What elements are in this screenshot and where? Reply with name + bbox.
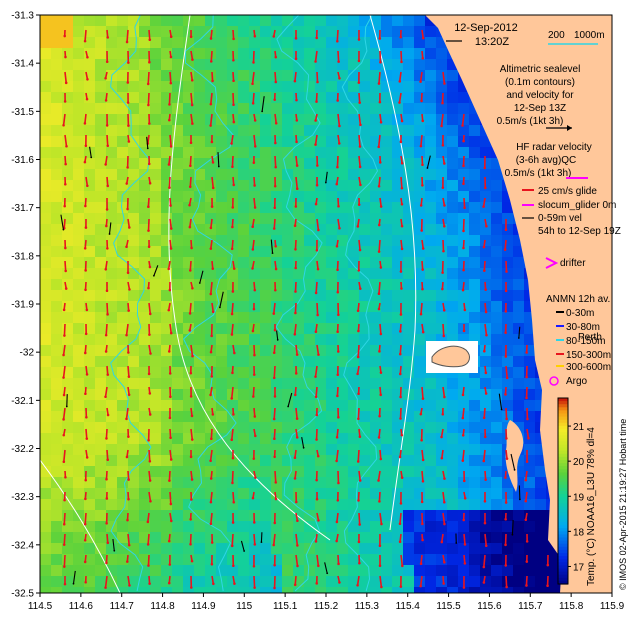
legend-hf-line: HF radar velocity <box>516 142 592 153</box>
legend-altimetric-line: (0.1m contours) <box>505 77 575 88</box>
legend-anmn: ANMN 12h av. 0-30m 30-80m 80-150m 150-30… <box>546 294 611 373</box>
map-time: 13:20Z <box>475 36 510 48</box>
y-tick-label: -31.9 <box>11 300 34 311</box>
y-tick-label: -31.4 <box>11 59 34 70</box>
y-tick-label: -31.7 <box>11 203 34 214</box>
cockburn-inlet <box>505 420 524 492</box>
argo-marker <box>549 376 559 386</box>
y-tick-label: -32.4 <box>11 540 34 551</box>
x-tick-label: 114.6 <box>69 601 94 612</box>
y-tick-label: -32.5 <box>11 589 34 600</box>
y-tick-label: -31.5 <box>11 107 34 118</box>
colorbar-label: Temp. (°C) NOAA16_L3U 78% dl=4 <box>586 427 597 586</box>
legend-glider-line: 0-59m vel <box>538 213 582 224</box>
legend-drifter: drifter <box>545 257 586 269</box>
scale-label: 200 <box>548 30 565 41</box>
axes: 114.5 114.6 114.7 114.8 114.9 115 115.1 115.2 11… <box>11 11 624 613</box>
y-tick-label: -32.3 <box>11 492 34 503</box>
legend-glider-line: 54h to 12-Sep 19Z <box>538 226 621 237</box>
legend-argo: Argo <box>549 376 588 387</box>
x-tick-label: 115.2 <box>314 601 339 612</box>
y-tick-label: -32.2 <box>11 444 34 455</box>
y-tick-label: -31.8 <box>11 251 34 262</box>
drifter-icon <box>545 257 559 269</box>
anmn-depth-label: 300-600m <box>566 362 611 373</box>
legend-altimetric-line: 0.5m/s (1kt 3h) <box>497 116 564 127</box>
legend-hf-radar: HF radar velocity (3-6h avg)QC 0.5m/s (1… <box>505 142 592 179</box>
y-tick-label: -31.6 <box>11 155 34 166</box>
x-tick-label: 115.1 <box>273 601 298 612</box>
velocity-arrows <box>60 29 550 590</box>
anmn-depth-label: 150-300m <box>566 350 611 361</box>
temperature-colorbar: 17 18 19 20 21 <box>557 397 585 585</box>
rottnest-island <box>431 345 470 368</box>
x-tick-label: 115.7 <box>518 601 543 612</box>
legend-hf-line: (3-6h avg)QC <box>516 155 577 166</box>
x-tick-label: 115.8 <box>559 601 584 612</box>
legend-altimetric-line: Altimetric sealevel <box>500 64 581 75</box>
legend-glider-line: 25 cm/s glide <box>538 186 597 197</box>
colorbar-tick-label: 20 <box>573 457 585 468</box>
x-tick-label: 115.9 <box>600 601 625 612</box>
x-tick-label: 115.6 <box>477 601 502 612</box>
legend-altimetric: Altimetric sealevel (0.1m contours) and … <box>497 64 581 131</box>
legend-glider-line: slocum_glider 0m <box>538 200 616 211</box>
colorbar-tick-label: 17 <box>573 562 585 573</box>
colorbar-tick-label: 19 <box>573 492 585 503</box>
x-tick-label: 114.9 <box>191 601 216 612</box>
legend-altimetric-arrow-head <box>567 125 572 131</box>
y-tick-label: -32.1 <box>11 396 34 407</box>
place-label-perth: Perth <box>578 332 602 343</box>
bathymetry-contours <box>110 15 379 592</box>
x-tick-label: 114.8 <box>150 601 175 612</box>
scale-depth-label: 1000m <box>574 30 605 41</box>
x-tick-label: 115.3 <box>355 601 380 612</box>
y-tick-label: -31.3 <box>11 11 34 22</box>
legend-altimetric-line: and velocity for <box>506 90 574 101</box>
colorbar-tick-label: 18 <box>573 527 585 538</box>
y-tick-label: -32 <box>20 348 35 359</box>
legend-drifter-label: drifter <box>560 258 586 269</box>
anmn-depth-label: 30-80m <box>566 322 600 333</box>
legend-anmn-title: ANMN 12h av. <box>546 294 610 305</box>
legend-hf-line: 0.5m/s (1kt 3h) <box>505 168 572 179</box>
legend-argo-label: Argo <box>566 376 588 387</box>
credit-text: © IMOS 02-Apr-2015 21:19:27 Hobart time <box>618 419 628 590</box>
map-date: 12-Sep-2012 <box>454 22 518 34</box>
x-tick-label: 114.5 <box>28 601 53 612</box>
x-tick-label: 114.7 <box>110 601 135 612</box>
legend-altimetric-line: 12-Sep 13Z <box>514 103 566 114</box>
colorbar-tick-label: 21 <box>573 422 585 433</box>
legend-glider: 25 cm/s glide slocum_glider 0m 0-59m vel… <box>522 186 621 237</box>
x-tick-label: 115 <box>236 601 252 612</box>
x-tick-label: 115.4 <box>396 601 421 612</box>
anmn-depth-label: 80-150m <box>566 336 605 347</box>
anmn-depth-label: 0-30m <box>566 308 594 319</box>
x-tick-label: 115.5 <box>436 601 461 612</box>
